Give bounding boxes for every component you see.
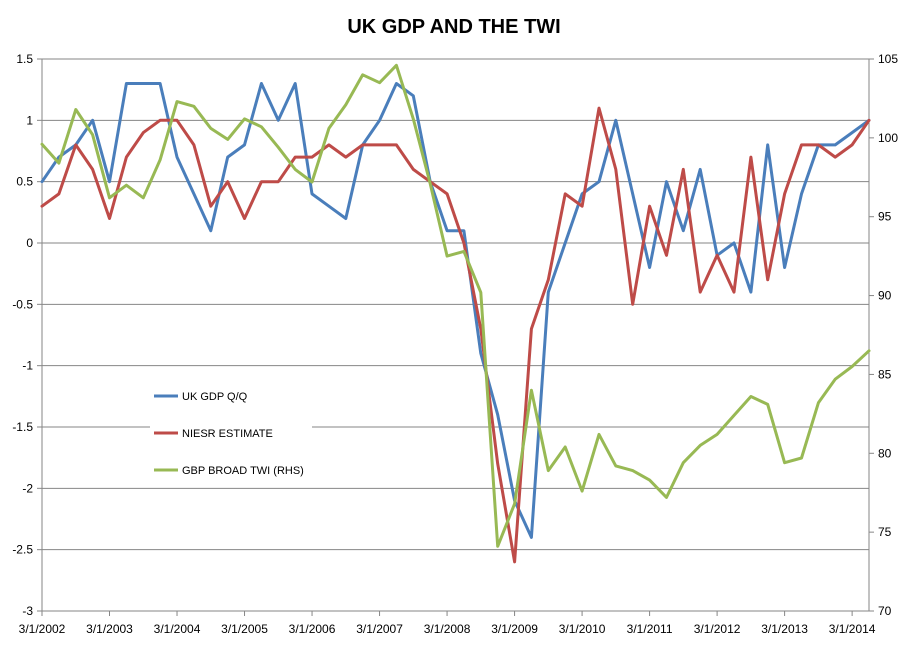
x-tick-label: 3/1/2009 [491,622,538,636]
x-tick-label: 3/1/2002 [19,622,66,636]
y-tick-label: -0.5 [12,297,33,311]
y-right-tick-label: 85 [878,367,892,381]
y-tick-label: -1.5 [12,420,33,434]
x-tick-label: 3/1/2011 [627,622,673,636]
y-tick-label: 0.5 [16,175,33,189]
y-right-tick-label: 80 [878,446,892,460]
series-line-2 [40,106,871,564]
series-line-1 [40,82,871,539]
series-lines [40,63,871,564]
y-tick-label: 0 [26,236,33,250]
x-tick-label: 3/1/2003 [86,622,133,636]
y-right-tick-label: 90 [878,289,892,303]
y-right-tick-label: 105 [878,52,898,66]
x-tick-label: 3/1/2012 [694,622,741,636]
x-tick-label: 3/1/2007 [356,622,403,636]
x-tick-label: 3/1/2004 [154,622,201,636]
y-right-tick-label: 70 [878,604,892,618]
series-line-3 [40,63,871,548]
legend: UK GDP Q/Q NIESR ESTIMATE GBP BROAD TWI (R… [150,378,312,484]
legend-label: GBP BROAD TWI (RHS) [182,465,304,477]
x-tick-label: 3/1/2005 [221,622,268,636]
x-tick-label: 3/1/2006 [289,622,336,636]
tick-labels: 1.5 1 0.5 0 -0.5 -1 -1.5 -2 -2.5 -3 105 100 95 90 85 80… [12,52,898,636]
y-tick-label: -3 [22,604,33,618]
y-right-tick-label: 100 [878,131,898,145]
x-tick-label: 3/1/2010 [559,622,606,636]
x-tick-label: 3/1/2008 [424,622,471,636]
axes [37,58,874,616]
y-right-tick-label: 95 [878,210,892,224]
x-tick-label: 3/1/2013 [761,622,808,636]
chart-title: UK GDP AND THE TWI [347,16,560,38]
y-tick-label: -2 [22,481,33,495]
y-tick-label: 1.5 [16,52,33,66]
x-tick-label: 3/1/2014 [829,622,876,636]
legend-label: NIESR ESTIMATE [182,428,273,440]
y-right-tick-label: 75 [878,525,892,539]
legend-label: UK GDP Q/Q [182,391,248,403]
y-tick-label: 1 [26,113,33,127]
y-tick-label: -2.5 [12,543,33,557]
y-tick-label: -1 [22,359,33,373]
